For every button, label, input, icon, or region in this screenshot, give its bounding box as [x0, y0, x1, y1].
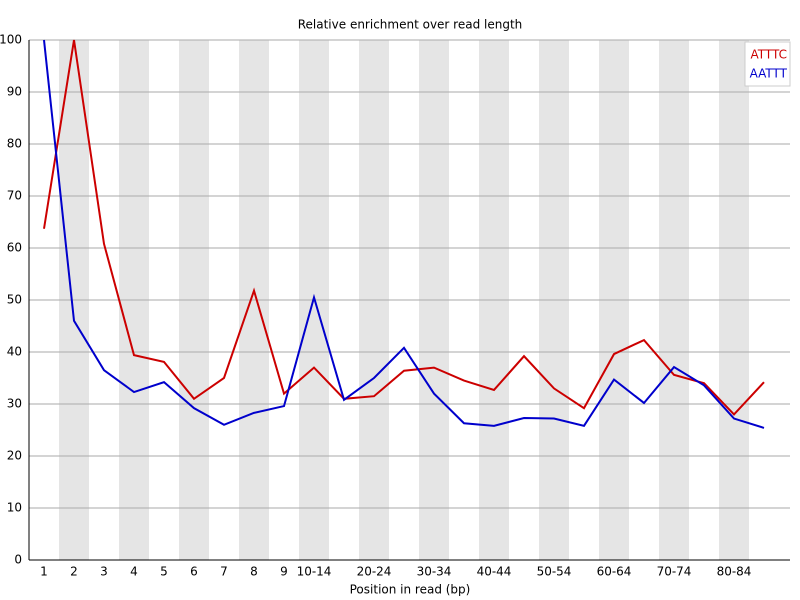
series-line — [43, 39, 765, 429]
x-tick-label: 1 — [40, 565, 48, 579]
x-tick-label: 6 — [190, 565, 198, 579]
y-tick-label: 10 — [7, 501, 22, 515]
x-tick-label: 8 — [250, 565, 258, 579]
x-tick-label: 80-84 — [717, 565, 752, 579]
y-tick-label: 40 — [7, 345, 22, 359]
series-line — [43, 39, 765, 416]
x-tick-label: 3 — [100, 565, 108, 579]
y-tick-label: 80 — [7, 137, 22, 151]
legend-entry: ATTTC — [750, 48, 787, 62]
legend-box — [744, 41, 791, 87]
legend-entry: AATTT — [750, 67, 788, 81]
x-tick-label: 20-24 — [357, 565, 392, 579]
chart-title: Relative enrichment over read length — [298, 18, 523, 32]
x-tick-label: 30-34 — [417, 565, 452, 579]
x-tick-label: 4 — [130, 565, 138, 579]
x-tick-label: 7 — [220, 565, 228, 579]
y-tick-label: 90 — [7, 85, 22, 99]
x-tick-label: 50-54 — [537, 565, 572, 579]
x-tick-label: 70-74 — [657, 565, 692, 579]
x-tick-label: 2 — [70, 565, 78, 579]
x-tick-label: 40-44 — [477, 565, 512, 579]
x-tick-label: 10-14 — [297, 565, 332, 579]
y-tick-label: 70 — [7, 189, 22, 203]
x-tick-label: 9 — [280, 565, 288, 579]
y-tick-label: 50 — [7, 293, 22, 307]
y-tick-label: 60 — [7, 241, 22, 255]
y-tick-label: 0 — [14, 553, 22, 567]
y-tick-label: 20 — [7, 449, 22, 463]
y-tick-label: 30 — [7, 397, 22, 411]
x-tick-label: 5 — [160, 565, 168, 579]
x-tick-label: 60-64 — [597, 565, 632, 579]
x-axis-label: Position in read (bp) — [350, 583, 471, 597]
y-tick-label: 100 — [0, 33, 22, 47]
